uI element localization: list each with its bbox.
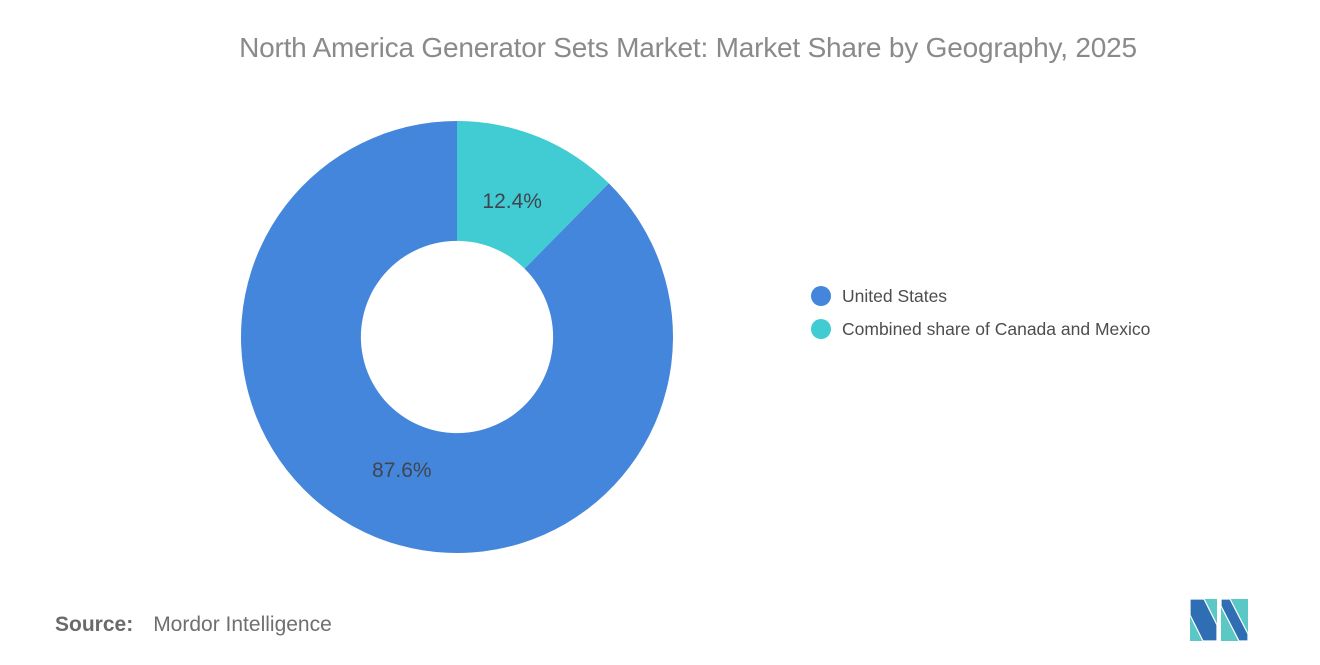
source-label: Source: <box>55 613 134 636</box>
legend-swatch-icon <box>811 319 831 339</box>
slice-data-label: 87.6% <box>372 459 432 482</box>
donut-slice <box>240 121 673 553</box>
donut-chart: 87.6% 12.4% <box>240 121 673 553</box>
donut-slice-labels: 87.6% 12.4% <box>372 190 542 482</box>
legend-swatch-icon <box>811 286 831 306</box>
donut-slices <box>240 121 673 553</box>
donut-slice <box>457 121 609 269</box>
legend-item: Combined share of Canada and Mexico <box>811 319 1150 339</box>
mordor-intelligence-logo-icon <box>1190 598 1248 642</box>
chart-legend: United States Combined share of Canada an… <box>811 286 1150 339</box>
legend-item: United States <box>811 286 1150 306</box>
legend-label: United States <box>842 286 948 306</box>
legend-label: Combined share of Canada and Mexico <box>842 319 1151 339</box>
source-row: Source: Mordor Intelligence <box>55 613 332 637</box>
slice-data-label: 12.4% <box>482 190 542 213</box>
source-name: Mordor Intelligence <box>153 613 332 636</box>
chart-title: North America Generator Sets Market: Mar… <box>239 32 1137 63</box>
